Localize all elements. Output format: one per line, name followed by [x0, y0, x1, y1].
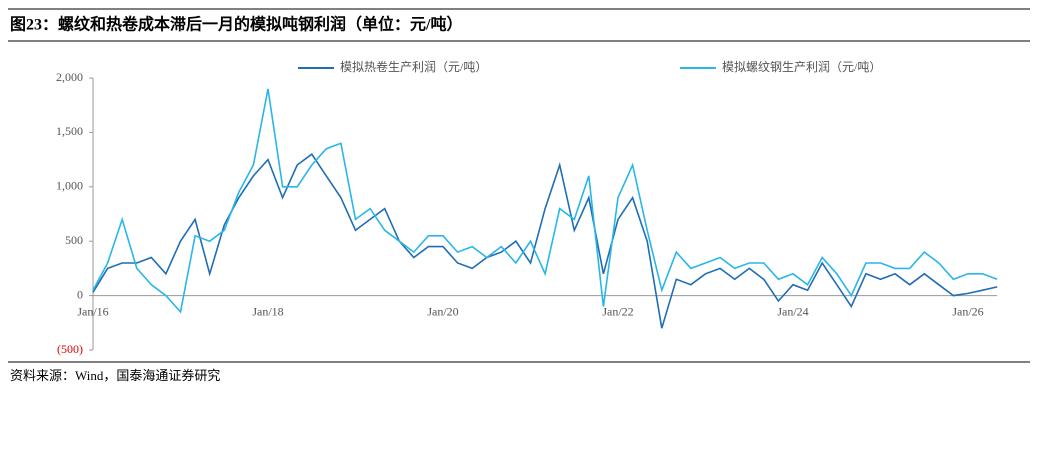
legend-label: 模拟热卷生产利润（元/吨） — [340, 59, 487, 74]
y-tick-label: 2,000 — [56, 70, 83, 84]
series-line — [92, 88, 998, 314]
legend-label: 模拟螺纹钢生产利润（元/吨） — [722, 60, 881, 74]
x-tick-label: Jan/20 — [427, 304, 458, 318]
chart-title: 图23：螺纹和热卷成本滞后一月的模拟吨钢利润（单位：元/吨） — [10, 15, 462, 34]
x-tick-label: Jan/18 — [252, 304, 283, 318]
x-tick-label: Jan/24 — [777, 304, 808, 318]
series-line — [92, 153, 998, 329]
x-tick-label: Jan/22 — [602, 304, 633, 318]
y-tick-label: 0 — [77, 287, 83, 301]
x-tick-label: Jan/26 — [952, 304, 983, 318]
y-tick-label: (500) — [57, 342, 83, 356]
y-tick-label: 1,000 — [56, 179, 83, 193]
y-tick-label: 500 — [65, 233, 83, 247]
source: 资料来源：Wind，国泰海通证券研究 — [10, 368, 220, 383]
x-tick-label: Jan/16 — [77, 304, 108, 318]
y-tick-label: 1,500 — [56, 124, 83, 138]
